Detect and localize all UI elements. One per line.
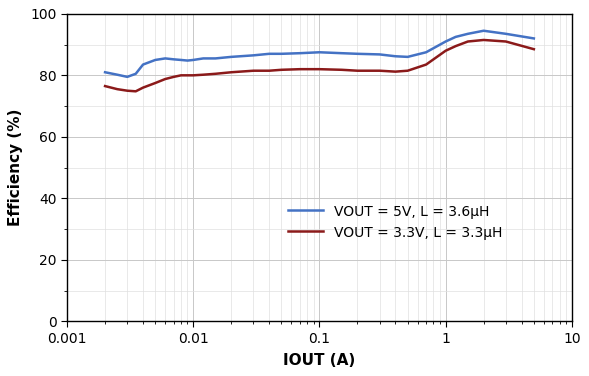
X-axis label: IOUT (A): IOUT (A) (283, 353, 356, 368)
VOUT = 3.3V, L = 3.3μH (392, 70, 399, 74)
VOUT = 3.3V, L = 3.3μH (152, 81, 159, 85)
VOUT = 3.3V, L = 3.3μH (464, 39, 471, 44)
VOUT = 3.3V, L = 3.3μH (162, 77, 169, 81)
VOUT = 5V, L = 3.6μH (502, 32, 509, 36)
VOUT = 3.3V, L = 3.3μH (376, 68, 383, 73)
VOUT = 5V, L = 3.6μH (464, 32, 471, 36)
VOUT = 3.3V, L = 3.3μH (200, 73, 207, 77)
Line: VOUT = 3.3V, L = 3.3μH: VOUT = 3.3V, L = 3.3μH (105, 40, 534, 91)
VOUT = 3.3V, L = 3.3μH (114, 87, 121, 91)
Legend: VOUT = 5V, L = 3.6μH, VOUT = 3.3V, L = 3.3μH: VOUT = 5V, L = 3.6μH, VOUT = 3.3V, L = 3… (281, 198, 509, 247)
VOUT = 3.3V, L = 3.3μH (140, 85, 147, 90)
VOUT = 3.3V, L = 3.3μH (296, 67, 303, 71)
VOUT = 5V, L = 3.6μH (124, 74, 131, 79)
VOUT = 3.3V, L = 3.3μH (422, 62, 429, 67)
VOUT = 3.3V, L = 3.3μH (132, 89, 139, 94)
VOUT = 5V, L = 3.6μH (132, 71, 139, 76)
VOUT = 5V, L = 3.6μH (152, 58, 159, 62)
VOUT = 5V, L = 3.6μH (422, 50, 429, 55)
VOUT = 3.3V, L = 3.3μH (338, 68, 345, 72)
VOUT = 3.3V, L = 3.3μH (278, 68, 285, 72)
VOUT = 5V, L = 3.6μH (190, 58, 197, 62)
VOUT = 5V, L = 3.6μH (228, 55, 235, 59)
VOUT = 5V, L = 3.6μH (354, 52, 361, 56)
VOUT = 3.3V, L = 3.3μH (502, 39, 509, 44)
VOUT = 3.3V, L = 3.3μH (404, 68, 411, 73)
VOUT = 3.3V, L = 3.3μH (124, 88, 131, 93)
VOUT = 3.3V, L = 3.3μH (190, 73, 197, 77)
VOUT = 5V, L = 3.6μH (212, 56, 219, 61)
VOUT = 3.3V, L = 3.3μH (480, 38, 487, 42)
VOUT = 5V, L = 3.6μH (338, 51, 345, 55)
VOUT = 5V, L = 3.6μH (376, 52, 383, 57)
VOUT = 5V, L = 3.6μH (114, 73, 121, 77)
VOUT = 5V, L = 3.6μH (404, 55, 411, 59)
Line: VOUT = 5V, L = 3.6μH: VOUT = 5V, L = 3.6μH (105, 31, 534, 77)
VOUT = 5V, L = 3.6μH (170, 57, 177, 62)
Y-axis label: Efficiency (%): Efficiency (%) (8, 109, 24, 226)
VOUT = 5V, L = 3.6μH (316, 50, 323, 55)
VOUT = 5V, L = 3.6μH (162, 56, 169, 61)
VOUT = 3.3V, L = 3.3μH (442, 49, 449, 53)
VOUT = 3.3V, L = 3.3μH (452, 44, 459, 49)
VOUT = 3.3V, L = 3.3μH (250, 68, 257, 73)
VOUT = 5V, L = 3.6μH (177, 58, 184, 62)
VOUT = 3.3V, L = 3.3μH (212, 71, 219, 76)
VOUT = 3.3V, L = 3.3μH (266, 68, 273, 73)
VOUT = 3.3V, L = 3.3μH (184, 73, 191, 77)
VOUT = 5V, L = 3.6μH (101, 70, 108, 74)
VOUT = 5V, L = 3.6μH (480, 29, 487, 33)
VOUT = 3.3V, L = 3.3μH (170, 74, 177, 79)
VOUT = 5V, L = 3.6μH (530, 36, 537, 41)
VOUT = 3.3V, L = 3.3μH (228, 70, 235, 74)
VOUT = 5V, L = 3.6μH (184, 58, 191, 63)
VOUT = 3.3V, L = 3.3μH (101, 84, 108, 88)
VOUT = 5V, L = 3.6μH (140, 62, 147, 67)
VOUT = 3.3V, L = 3.3μH (354, 68, 361, 73)
VOUT = 5V, L = 3.6μH (452, 35, 459, 39)
VOUT = 3.3V, L = 3.3μH (177, 73, 184, 77)
VOUT = 3.3V, L = 3.3μH (316, 67, 323, 71)
VOUT = 5V, L = 3.6μH (266, 52, 273, 56)
VOUT = 5V, L = 3.6μH (278, 52, 285, 56)
VOUT = 5V, L = 3.6μH (392, 54, 399, 59)
VOUT = 5V, L = 3.6μH (250, 53, 257, 58)
VOUT = 5V, L = 3.6μH (296, 51, 303, 55)
VOUT = 5V, L = 3.6μH (442, 39, 449, 44)
VOUT = 5V, L = 3.6μH (200, 56, 207, 61)
VOUT = 3.3V, L = 3.3μH (530, 47, 537, 52)
